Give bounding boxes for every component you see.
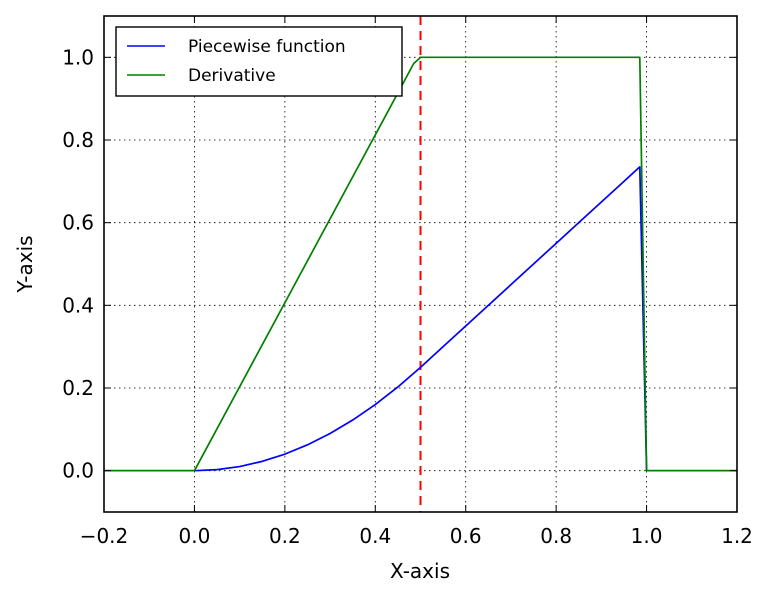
legend-label-piecewise-function: Piecewise function (188, 37, 346, 57)
ticks: −0.2 0.0 0.2 0.4 0.6 0.8 1.0 1.2 0.0 0.2 0.4 0.6 0.8… (62, 16, 753, 548)
plot-frame (103, 15, 738, 513)
y-tick-label: 0.2 (62, 376, 94, 400)
series-line-derivative (104, 56, 737, 472)
series-line-piecewise-function (104, 166, 737, 472)
y-tick-label: 0.4 (62, 293, 94, 317)
y-tick-label: 0.6 (62, 211, 94, 235)
y-tick-label: 1.0 (62, 45, 94, 69)
y-axis-label: Y-axis (13, 235, 37, 293)
x-tick-label: 0.4 (359, 524, 391, 548)
legend-box (115, 26, 403, 97)
x-tick-label: 0.6 (450, 524, 482, 548)
x-tick-label: 1.2 (721, 524, 753, 548)
y-tick-label: 0.8 (62, 128, 94, 152)
series-layer (104, 16, 737, 512)
x-tick-label: 0.0 (179, 524, 211, 548)
x-tick-label: −0.2 (80, 524, 129, 548)
legend-label-derivative: Derivative (188, 66, 276, 86)
legend: Piecewise function Derivative (115, 26, 403, 97)
y-tick-label: 0.0 (62, 459, 94, 483)
x-tick-label: 1.0 (631, 524, 663, 548)
x-tick-label: 0.8 (540, 524, 572, 548)
x-axis-label: X-axis (390, 559, 450, 583)
x-tick-label: 0.2 (269, 524, 301, 548)
